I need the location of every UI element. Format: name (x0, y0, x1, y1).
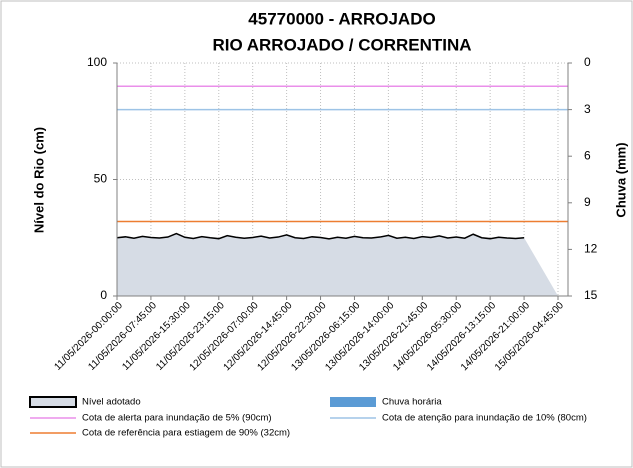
y2-tick-label: 15 (584, 288, 598, 302)
y2-tick-label: 0 (584, 55, 591, 69)
y-tick-label: 0 (100, 288, 107, 302)
y2-tick-label: 12 (584, 242, 598, 256)
legend-swatch (29, 396, 77, 408)
legend-label: Cota de referência para estiagem de 90% … (82, 428, 290, 439)
legend-label: Cota de alerta para inundação de 5% (90c… (82, 413, 272, 424)
y2-tick-label: 3 (584, 102, 591, 116)
y2-tick-label: 9 (584, 195, 591, 209)
legend-label: Chuva horária (382, 397, 442, 408)
y2-axis-title: Chuva (mm) (613, 142, 628, 217)
level-line (116, 232, 525, 240)
y-axis-title: Nível do Rio (cm) (31, 127, 46, 233)
legend-swatch (330, 397, 376, 407)
chart-subtitle: RIO ARROJADO / CORRENTINA (212, 35, 471, 54)
chart-title: 45770000 - ARROJADO (248, 9, 435, 28)
y-tick-label: 100 (87, 55, 107, 69)
level-area (117, 233, 558, 296)
y2-tick-label: 6 (584, 148, 591, 162)
legend-label: Nível adotado (82, 397, 141, 408)
legend-label: Cota de atenção para inundação de 10% (8… (382, 413, 587, 424)
y-tick-label: 50 (94, 172, 108, 186)
